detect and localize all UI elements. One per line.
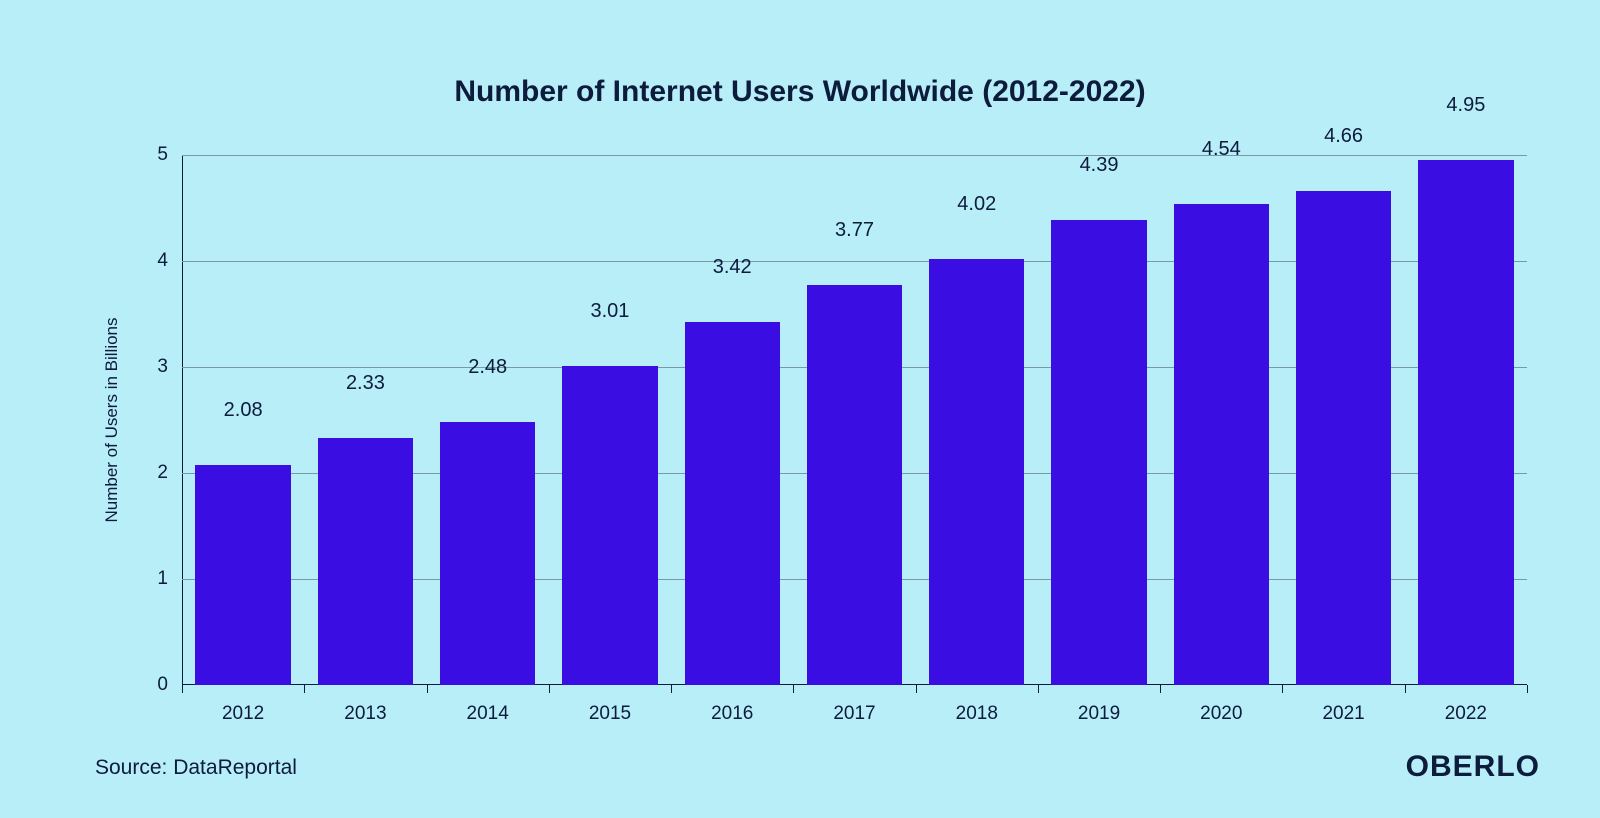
x-tick-label: 2016 bbox=[711, 685, 753, 725]
y-tick-label: 1 bbox=[157, 568, 182, 590]
bar bbox=[440, 422, 535, 685]
x-tick-label: 2018 bbox=[956, 685, 998, 725]
x-tickmark bbox=[1527, 685, 1528, 693]
bar-value-label: 2.48 bbox=[468, 356, 507, 389]
bar-value-label: 4.66 bbox=[1324, 125, 1363, 158]
bar-value-label: 3.01 bbox=[590, 300, 629, 333]
bar bbox=[1174, 204, 1269, 685]
x-tickmark bbox=[427, 685, 428, 693]
x-tick-label: 2020 bbox=[1200, 685, 1242, 725]
y-axis-line bbox=[182, 155, 183, 685]
bar-value-label: 2.08 bbox=[224, 399, 263, 432]
y-tick-label: 3 bbox=[157, 356, 182, 378]
x-tickmark bbox=[182, 685, 183, 693]
bar bbox=[562, 366, 657, 685]
x-tick-label: 2021 bbox=[1322, 685, 1364, 725]
plot-area: 0123452.0820122.3320132.4820143.0120153.… bbox=[182, 155, 1527, 685]
x-tickmark bbox=[1282, 685, 1283, 693]
x-tick-label: 2014 bbox=[467, 685, 509, 725]
x-tick-label: 2012 bbox=[222, 685, 264, 725]
bar bbox=[929, 259, 1024, 685]
brand-logo: OBERLO bbox=[1406, 750, 1540, 784]
bar bbox=[1296, 191, 1391, 685]
x-tick-label: 2017 bbox=[833, 685, 875, 725]
x-tickmark bbox=[671, 685, 672, 693]
x-tickmark bbox=[549, 685, 550, 693]
x-tickmark bbox=[1405, 685, 1406, 693]
y-axis-title: Number of Users in Billions bbox=[102, 317, 122, 522]
bar bbox=[685, 322, 780, 685]
y-tick-label: 5 bbox=[157, 144, 182, 166]
x-tick-label: 2013 bbox=[344, 685, 386, 725]
chart-canvas: Number of Internet Users Worldwide (2012… bbox=[0, 0, 1600, 818]
bar bbox=[1418, 160, 1513, 685]
x-tick-label: 2015 bbox=[589, 685, 631, 725]
y-tick-label: 0 bbox=[157, 674, 182, 696]
x-tick-label: 2022 bbox=[1445, 685, 1487, 725]
bar bbox=[807, 285, 902, 685]
y-tick-label: 2 bbox=[157, 462, 182, 484]
x-tickmark bbox=[1038, 685, 1039, 693]
bar bbox=[195, 465, 290, 685]
source-text: Source: DataReportal bbox=[95, 756, 297, 780]
bar-value-label: 2.33 bbox=[346, 372, 385, 405]
x-tickmark bbox=[793, 685, 794, 693]
x-tick-label: 2019 bbox=[1078, 685, 1120, 725]
bar-value-label: 4.02 bbox=[957, 193, 996, 226]
bar-value-label: 3.42 bbox=[713, 256, 752, 289]
bar bbox=[1051, 220, 1146, 685]
bar-value-label: 4.95 bbox=[1446, 94, 1485, 127]
x-tickmark bbox=[304, 685, 305, 693]
bar-value-label: 4.39 bbox=[1080, 154, 1119, 187]
bar-value-label: 4.54 bbox=[1202, 138, 1241, 171]
y-tick-label: 4 bbox=[157, 250, 182, 272]
bar bbox=[318, 438, 413, 685]
x-tickmark bbox=[916, 685, 917, 693]
bar-value-label: 3.77 bbox=[835, 219, 874, 252]
chart-title: Number of Internet Users Worldwide (2012… bbox=[0, 75, 1600, 109]
x-tickmark bbox=[1160, 685, 1161, 693]
